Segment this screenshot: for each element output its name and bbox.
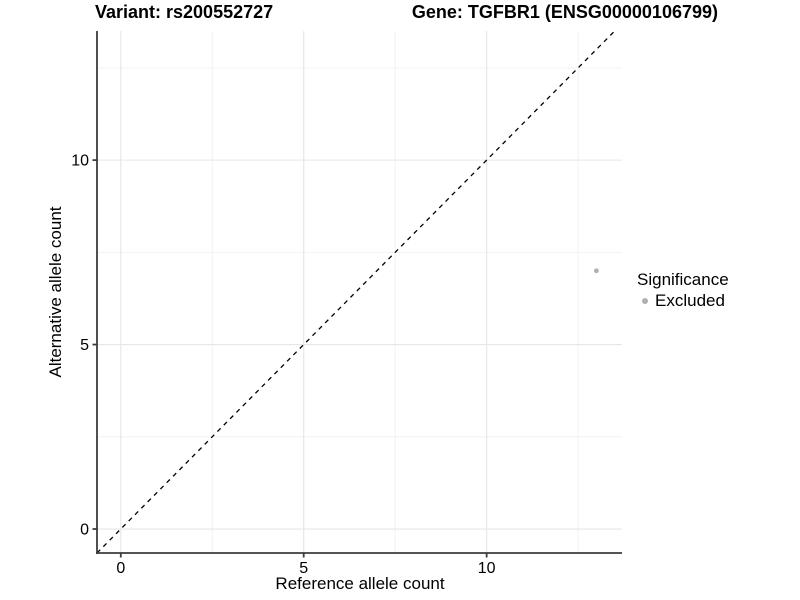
svg-text:10: 10: [71, 153, 89, 170]
legend-item-excluded: Excluded: [637, 291, 729, 311]
data-point: [593, 268, 599, 274]
legend-dot-icon: [642, 298, 648, 304]
identity-line: [96, 30, 616, 554]
axis-lines: [96, 31, 622, 554]
legend-item-label: Excluded: [655, 291, 725, 310]
tick-labels: 0 5 10 0 5 10: [71, 153, 495, 577]
data-points: [593, 268, 599, 274]
y-axis-title: Alternative allele count: [46, 206, 65, 378]
legend-key: [637, 298, 653, 304]
svg-text:5: 5: [299, 560, 308, 577]
plot-title: Variant: rs200552727 Gene: TGFBR1 (ENSG0…: [95, 2, 718, 23]
axis-ticks: [92, 159, 488, 558]
legend-title: Significance: [637, 270, 729, 289]
legend: Significance Excluded: [637, 269, 729, 311]
svg-text:0: 0: [80, 522, 89, 539]
svg-text:5: 5: [80, 337, 89, 354]
major-gridlines: [97, 31, 622, 553]
svg-text:10: 10: [478, 560, 496, 577]
title-variant: Variant: rs200552727: [95, 2, 274, 22]
x-axis-title: Reference allele count: [275, 574, 445, 593]
svg-text:0: 0: [116, 560, 125, 577]
minor-gridlines: [97, 31, 622, 553]
title-gene: Gene: TGFBR1 (ENSG00000106799): [411, 2, 718, 22]
